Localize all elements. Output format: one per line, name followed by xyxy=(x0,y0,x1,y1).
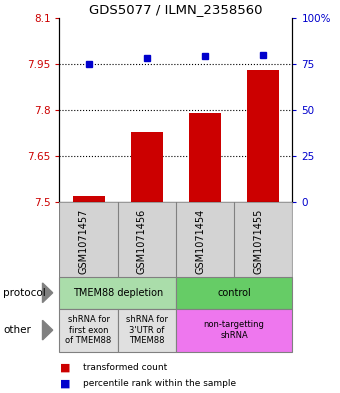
Bar xyxy=(131,132,163,202)
Text: GSM1071455: GSM1071455 xyxy=(253,208,263,274)
Bar xyxy=(59,277,176,309)
Text: GSM1071456: GSM1071456 xyxy=(137,208,147,274)
Text: shRNA for
first exon
of TMEM88: shRNA for first exon of TMEM88 xyxy=(66,315,112,345)
Text: GSM1071457: GSM1071457 xyxy=(79,208,89,274)
Text: other: other xyxy=(3,325,31,335)
Text: GSM1071454: GSM1071454 xyxy=(195,208,205,274)
Bar xyxy=(176,309,292,352)
Bar xyxy=(189,113,221,202)
Text: percentile rank within the sample: percentile rank within the sample xyxy=(83,379,236,387)
Bar xyxy=(247,70,279,202)
Bar xyxy=(118,309,176,352)
Polygon shape xyxy=(42,320,53,340)
Text: TMEM88 depletion: TMEM88 depletion xyxy=(73,288,163,298)
Text: transformed count: transformed count xyxy=(83,363,168,372)
Text: control: control xyxy=(217,288,251,298)
Title: GDS5077 / ILMN_2358560: GDS5077 / ILMN_2358560 xyxy=(89,4,263,17)
Text: ■: ■ xyxy=(59,362,70,373)
Text: shRNA for
3'UTR of
TMEM88: shRNA for 3'UTR of TMEM88 xyxy=(126,315,168,345)
Bar xyxy=(73,196,105,202)
Text: non-targetting
shRNA: non-targetting shRNA xyxy=(204,320,265,340)
Text: protocol: protocol xyxy=(3,288,46,298)
Bar xyxy=(59,309,118,352)
Polygon shape xyxy=(42,283,53,303)
Text: ■: ■ xyxy=(59,378,70,388)
Bar xyxy=(176,277,292,309)
